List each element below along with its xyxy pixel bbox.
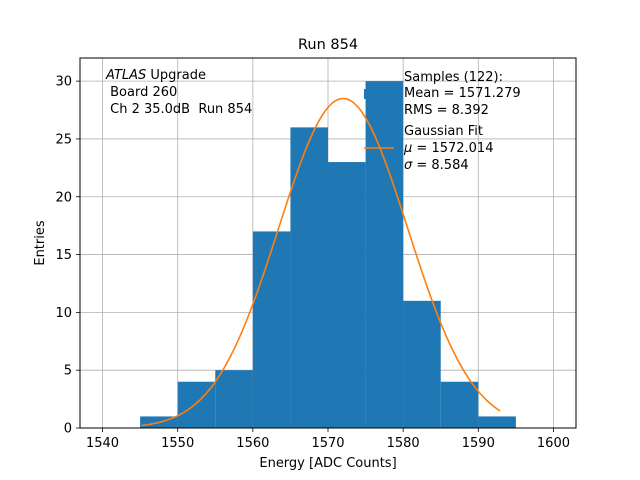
y-tick-label: 10 [55,306,72,321]
y-tick-label: 15 [55,248,72,263]
legend-samples-rms: RMS = 8.392 [404,103,489,118]
legend: Samples (122): Mean = 1571.279 RMS = 8.3… [364,70,521,173]
x-tick-label: 1580 [387,436,420,451]
histogram-bar [252,231,291,428]
y-tick-label: 30 [55,75,72,90]
chart-title: Run 854 [298,37,358,53]
legend-fit-title: Gaussian Fit [404,124,483,139]
y-tick-label: 25 [55,132,72,147]
x-tick-label: 1540 [86,436,119,451]
x-tick-label: 1570 [311,436,344,451]
legend-fit-mu: μ = 1572.014 [403,141,493,156]
annotation-line-1: ATLAS Upgrade [105,68,206,83]
atlas-label: ATLAS [105,68,146,83]
y-axis-ticks: 0 5 10 15 20 25 30 [55,75,80,437]
board-label: Board 260 [106,85,177,100]
histogram-bar [478,416,516,428]
legend-samples-mean: Mean = 1571.279 [404,86,521,101]
legend-fit-sigma: σ = 8.584 [404,158,469,173]
y-tick-label: 5 [64,364,72,379]
histogram-bar [365,81,404,428]
histogram-bar [403,300,441,428]
detector-annotation: ATLAS Upgrade Board 260 Ch 2 35.0dB Run … [105,68,252,117]
histogram-bar [440,381,479,428]
histogram-bar [215,370,253,428]
gaussian-fit-curve [141,97,501,427]
x-tick-label: 1550 [161,436,194,451]
y-tick-label: 20 [55,190,72,205]
y-axis-label: Entries [33,220,48,266]
x-tick-label: 1560 [236,436,269,451]
channel-run-label: Ch 2 35.0dB Run 854 [106,102,252,117]
histogram-bar [328,162,366,428]
histogram-bars [140,81,516,428]
x-tick-label: 1600 [537,436,570,451]
histogram-bar [290,127,328,428]
x-axis-label: Energy [ADC Counts] [259,456,396,471]
legend-samples-title: Samples (122): [404,70,503,85]
x-axis-ticks: 1540 1550 1560 1570 1580 1590 1600 [86,428,570,451]
y-tick-label: 0 [64,422,72,437]
x-tick-label: 1590 [462,436,495,451]
legend-samples-swatch [364,89,394,99]
upgrade-label: Upgrade [146,68,206,83]
